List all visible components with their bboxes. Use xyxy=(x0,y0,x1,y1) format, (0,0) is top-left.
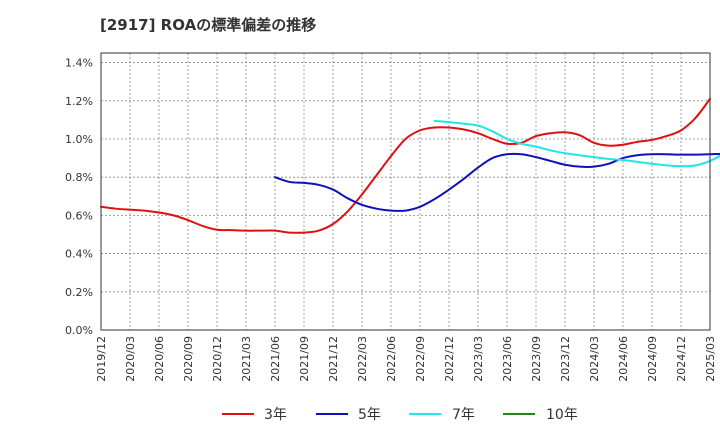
x-tick-label: 2021/12 xyxy=(327,336,340,382)
plot-frame xyxy=(100,52,711,331)
x-tick-label: 2019/12 xyxy=(95,336,108,382)
x-tick-label: 2022/03 xyxy=(356,336,369,382)
x-axis: 2019/12 2020/03 2020/06 2020/09 2020/12 2021/… xyxy=(95,336,717,382)
legend-label: 7年 xyxy=(452,407,475,423)
x-tick-label: 2024/03 xyxy=(588,336,601,382)
x-tick-label: 2023/09 xyxy=(530,336,543,382)
x-tick-label: 2022/09 xyxy=(414,336,427,382)
y-tick-label: 0.8% xyxy=(65,171,93,184)
chart-title: [2917] ROAの標準偏差の推移 xyxy=(100,16,316,34)
series-line xyxy=(433,119,720,168)
x-tick-label: 2020/12 xyxy=(211,336,224,382)
y-tick-label: 1.0% xyxy=(65,133,93,146)
x-tick-label: 2021/03 xyxy=(240,336,253,382)
x-tick-label: 2020/03 xyxy=(124,336,137,382)
x-tick-label: 2022/12 xyxy=(443,336,456,382)
plot-grid xyxy=(101,53,710,330)
series-line xyxy=(100,97,711,234)
series-layer xyxy=(100,97,720,234)
x-tick-label: 2023/06 xyxy=(501,336,514,382)
x-tick-label: 2023/03 xyxy=(472,336,485,382)
legend-label: 3年 xyxy=(264,407,287,423)
y-tick-label: 0.4% xyxy=(65,248,93,261)
x-tick-label: 2024/12 xyxy=(675,336,688,382)
y-axis: 0.0% 0.2% 0.4% 0.6% 0.8% 1.0% 1.2% 1.4% xyxy=(65,57,93,337)
x-tick-label: 2021/09 xyxy=(298,336,311,382)
x-tick-label: 2020/06 xyxy=(153,336,166,382)
legend-label: 10年 xyxy=(546,407,578,423)
legend-label: 5年 xyxy=(358,407,381,423)
y-tick-label: 1.2% xyxy=(65,95,93,108)
x-tick-label: 2021/06 xyxy=(269,336,282,382)
x-tick-label: 2025/03 xyxy=(704,336,717,382)
x-tick-label: 2020/09 xyxy=(182,336,195,382)
series-line xyxy=(274,152,720,212)
x-tick-label: 2024/09 xyxy=(646,336,659,382)
x-tick-label: 2022/06 xyxy=(385,336,398,382)
y-tick-label: 1.4% xyxy=(65,57,93,70)
legend: 3年 5年 7年 10年 xyxy=(222,407,578,423)
y-tick-label: 0.2% xyxy=(65,286,93,299)
x-tick-label: 2024/06 xyxy=(617,336,630,382)
x-tick-label: 2023/12 xyxy=(559,336,572,382)
y-tick-label: 0.6% xyxy=(65,209,93,222)
y-tick-label: 0.0% xyxy=(65,324,93,337)
